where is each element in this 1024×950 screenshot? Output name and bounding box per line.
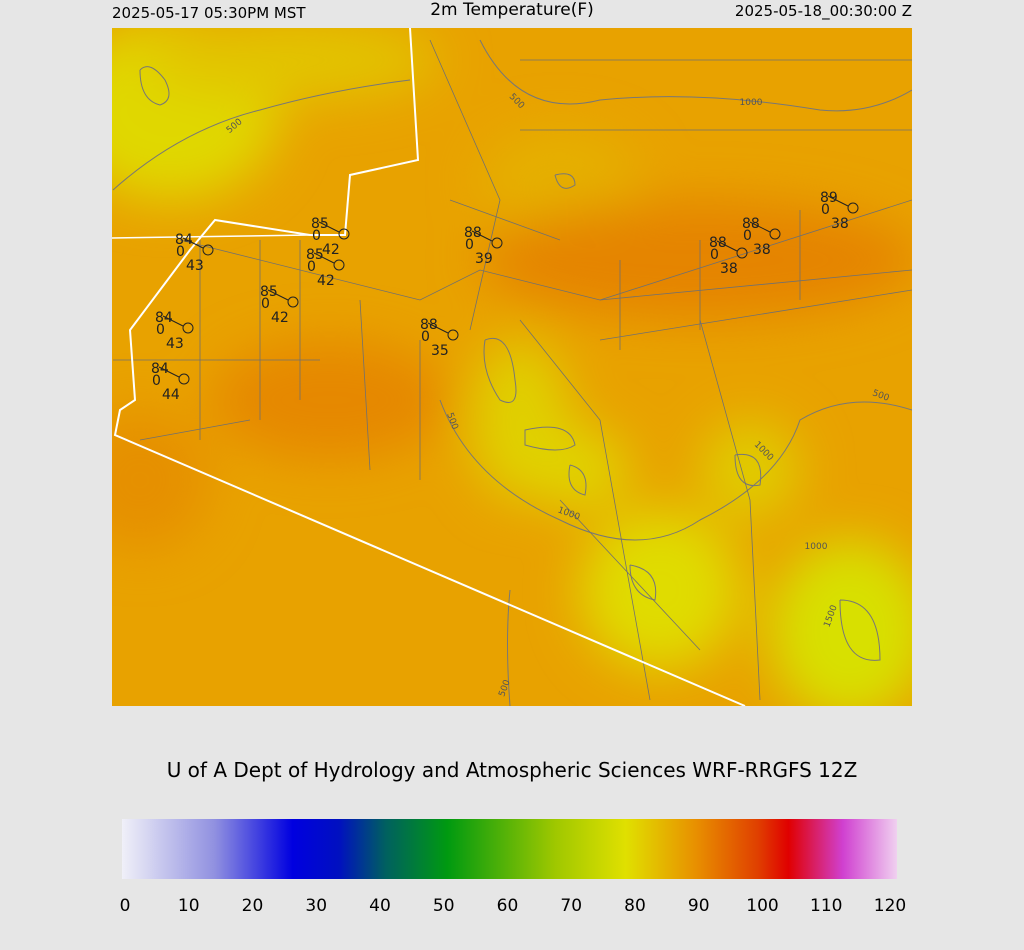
- wind-barb: [267, 289, 289, 301]
- colorbar-tick-label: 100: [746, 896, 778, 916]
- station-circle: [333, 259, 345, 271]
- colorbar-tick-label: 20: [242, 896, 264, 916]
- temperature: 85: [311, 216, 329, 232]
- wind-speed: 0: [156, 322, 165, 338]
- station-circle: [202, 244, 214, 256]
- station-circle: [287, 296, 299, 308]
- map-title: 2m Temperature(F): [430, 0, 594, 20]
- contour-label: 1000: [805, 542, 828, 552]
- temperature: 88: [742, 216, 760, 232]
- dewpoint: 38: [720, 261, 738, 277]
- temperature: 88: [464, 225, 482, 241]
- wind-speed: 0: [821, 202, 830, 218]
- colorbar-tick-label: 90: [688, 896, 710, 916]
- wind-speed: 0: [710, 247, 719, 263]
- wind-barb: [827, 195, 849, 207]
- wind-barb: [158, 366, 180, 378]
- colorbar-tick-label: 0: [120, 896, 131, 916]
- wind-speed: 0: [312, 228, 321, 244]
- station-circle: [847, 202, 859, 214]
- wind-speed: 0: [421, 329, 430, 345]
- dewpoint: 38: [831, 216, 849, 232]
- wind-barb: [471, 230, 493, 242]
- station-circle: [338, 228, 350, 240]
- dewpoint: 43: [186, 258, 204, 274]
- station-circle: [736, 247, 748, 259]
- station-circle: [182, 322, 194, 334]
- dewpoint: 38: [753, 242, 771, 258]
- credit: U of A Dept of Hydrology and Atmospheric…: [167, 758, 858, 782]
- colorbar-tick-label: 50: [433, 896, 455, 916]
- temperature: 89: [820, 190, 838, 206]
- wind-speed: 0: [261, 296, 270, 312]
- colorbar-ticks: 0 10 20 30 40 50 60 70 80 90 100 110 120: [120, 896, 907, 916]
- wind-barb: [749, 221, 771, 233]
- wind-barb: [427, 322, 449, 334]
- dewpoint: 35: [431, 343, 449, 359]
- temperature: 88: [709, 235, 727, 251]
- colorbar-tick-label: 70: [560, 896, 582, 916]
- colorbar-tick-label: 110: [810, 896, 842, 916]
- dewpoint: 42: [271, 310, 289, 326]
- dewpoint: 44: [162, 387, 180, 403]
- dewpoint: 39: [475, 251, 493, 267]
- contour-label: 1000: [740, 98, 763, 108]
- valid-time-utc: 2025-05-18_00:30:00 Z: [735, 2, 912, 21]
- station-circle: [178, 373, 190, 385]
- wind-barb: [716, 240, 738, 252]
- wind-speed: 0: [152, 373, 161, 389]
- station-circle: [769, 228, 781, 240]
- colorbar: [122, 819, 897, 879]
- wind-barb: [318, 221, 340, 233]
- temperature: 88: [420, 317, 438, 333]
- station-plots: 8404385042850428504284043840448803588039…: [151, 190, 859, 403]
- wind-speed: 0: [743, 228, 752, 244]
- wind-speed: 0: [307, 259, 316, 275]
- colorbar-tick-label: 40: [369, 896, 391, 916]
- station-circle: [447, 329, 459, 341]
- colorbar-tick-label: 80: [624, 896, 646, 916]
- colorbar-tick-label: 120: [874, 896, 906, 916]
- colorbar-tick-label: 60: [497, 896, 519, 916]
- colorbar-tick-label: 10: [178, 896, 200, 916]
- station-circle: [491, 237, 503, 249]
- wind-speed: 0: [176, 244, 185, 260]
- dewpoint: 43: [166, 336, 184, 352]
- wind-speed: 0: [465, 237, 474, 253]
- wind-barb: [313, 252, 335, 264]
- temperature: 84: [175, 232, 193, 248]
- map: [112, 28, 912, 706]
- dewpoint: 42: [322, 242, 340, 258]
- valid-time-local: 2025-05-17 05:30PM MST: [112, 4, 306, 22]
- temperature: 84: [151, 361, 169, 377]
- temperature: 84: [155, 310, 173, 326]
- wind-barb: [162, 315, 184, 327]
- temperature: 85: [306, 247, 324, 263]
- colorbar-tick-label: 30: [305, 896, 327, 916]
- dewpoint: 42: [317, 273, 335, 289]
- temperature: 85: [260, 284, 278, 300]
- wind-barb: [182, 237, 204, 249]
